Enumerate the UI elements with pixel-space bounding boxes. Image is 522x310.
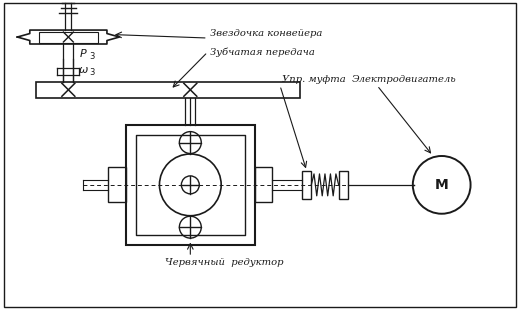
Text: Упр. муфта: Упр. муфта (282, 75, 346, 84)
Text: 3: 3 (89, 52, 94, 61)
Bar (39, 32, 98, 42)
Text: P: P (79, 50, 86, 60)
Text: Зубчатая передача: Зубчатая передача (210, 47, 315, 57)
Bar (126, 125, 255, 245)
Bar (136, 135, 245, 235)
Bar (36, 82, 300, 98)
Text: Электродвигатель: Электродвигатель (352, 75, 457, 84)
Text: М: М (435, 178, 448, 192)
Text: Звездочка конвейера: Звездочка конвейера (210, 29, 323, 38)
Bar (108, 167, 126, 202)
Bar (339, 171, 348, 198)
Text: ω: ω (79, 65, 89, 75)
Bar (302, 171, 311, 198)
Bar (255, 167, 272, 202)
Text: 3: 3 (89, 68, 94, 77)
Text: Червячный  редуктор: Червячный редуктор (165, 258, 284, 267)
